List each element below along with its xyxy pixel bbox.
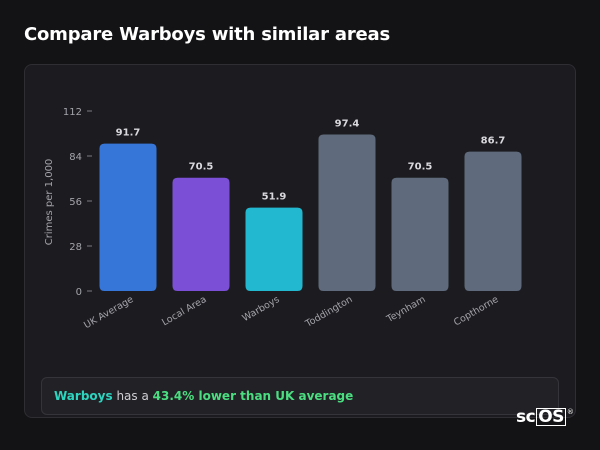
page-title: Compare Warboys with similar areas (24, 24, 390, 45)
bar-value-label: 51.9 (262, 192, 287, 203)
bar-value-label: 86.7 (481, 136, 506, 147)
summary-difference: 43.4% lower than UK average (152, 389, 354, 403)
summary-area-name: Warboys (54, 389, 113, 403)
x-tick-label: UK Average (82, 294, 135, 331)
summary-text: has a (116, 389, 149, 403)
bar-value-label: 70.5 (189, 162, 214, 173)
bar-warboys[interactable] (245, 207, 303, 291)
bars-group (99, 134, 522, 291)
x-tick-label: Copthorne (452, 294, 501, 328)
logo-registered-mark: ® (566, 408, 574, 416)
y-axis: 0 28 56 84 112 (63, 107, 92, 298)
y-tick-label: 0 (76, 287, 82, 298)
y-axis-title: Crimes per 1,000 (44, 159, 55, 246)
bar-teynham[interactable] (391, 177, 449, 291)
bar-value-label: 97.4 (335, 118, 360, 129)
bar-uk-average[interactable] (99, 143, 157, 291)
bar-toddington[interactable] (318, 134, 376, 291)
y-tick-label: 28 (69, 242, 82, 253)
bar-value-label: 91.7 (116, 128, 141, 139)
bar-chart: 0 28 56 84 112 91.7 70.5 51.9 97.4 70.5 86.7 UK A… (44, 107, 522, 331)
x-tick-label: Toddington (303, 294, 355, 330)
logo-text: sc (516, 407, 536, 427)
y-tick-label: 84 (69, 152, 82, 163)
x-tick-label: Warboys (241, 294, 282, 324)
x-tick-label: Teynham (384, 294, 427, 325)
y-tick-label: 56 (69, 197, 82, 208)
chart-card: 0 28 56 84 112 91.7 70.5 51.9 97.4 70.5 86.7 UK A… (24, 64, 576, 418)
x-tick-label: Local Area (160, 294, 208, 328)
bar-value-label: 70.5 (408, 162, 433, 173)
x-axis-labels: UK Average Local Area Warboys Toddington Tey… (82, 294, 500, 331)
value-labels-group: 91.7 70.5 51.9 97.4 70.5 86.7 (116, 118, 506, 202)
brand-logo: sc OS ® (516, 407, 574, 427)
bar-copthorne[interactable] (464, 151, 522, 291)
bar-local-area[interactable] (172, 177, 230, 291)
y-tick-label: 112 (63, 107, 82, 118)
summary-box: Warboys has a 43.4% lower than UK averag… (41, 377, 559, 415)
logo-boxed-text: OS (536, 407, 566, 427)
